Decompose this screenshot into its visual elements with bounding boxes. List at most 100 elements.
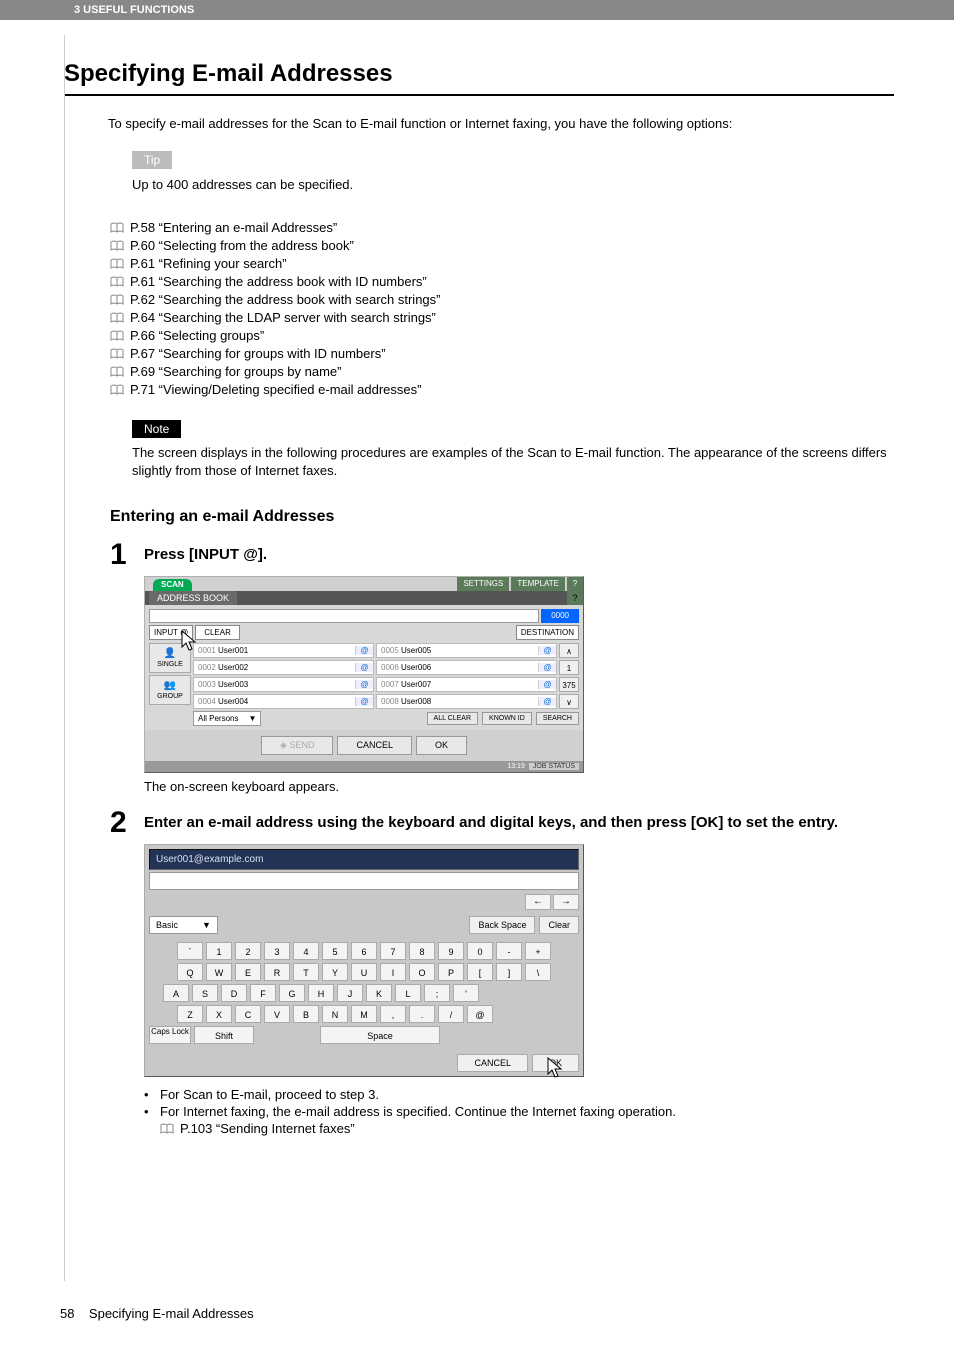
list-item[interactable]: 0007 User007@ — [376, 677, 557, 692]
link-row[interactable]: P.61 “Searching the address book with ID… — [110, 274, 894, 289]
key[interactable]: A — [163, 984, 189, 1002]
basic-dropdown[interactable]: Basic ▼ — [149, 916, 218, 934]
link-row[interactable]: P.67 “Searching for groups with ID numbe… — [110, 346, 894, 361]
key[interactable]: ] — [496, 963, 522, 981]
key[interactable]: 9 — [438, 942, 464, 960]
link-row[interactable]: P.71 “Viewing/Deleting specified e-mail … — [110, 382, 894, 397]
email-input[interactable]: User001@example.com — [149, 849, 579, 870]
nav-right[interactable]: → — [553, 894, 579, 910]
key[interactable]: N — [322, 1005, 348, 1023]
key[interactable]: Q — [177, 963, 203, 981]
key[interactable]: ` — [177, 942, 203, 960]
list-item[interactable]: 0008 User008@ — [376, 694, 557, 709]
key[interactable]: T — [293, 963, 319, 981]
key[interactable]: Y — [322, 963, 348, 981]
key[interactable]: @ — [467, 1005, 493, 1023]
list-item[interactable]: 0005 User005@ — [376, 643, 557, 658]
search-button[interactable]: SEARCH — [536, 712, 579, 725]
nav-left[interactable]: ← — [525, 894, 551, 910]
key[interactable]: 2 — [235, 942, 261, 960]
jobstatus-button[interactable]: JOB STATUS — [529, 763, 579, 770]
key[interactable]: L — [395, 984, 421, 1002]
link-row[interactable]: P.58 “Entering an e-mail Addresses” — [110, 220, 894, 235]
input-at-button[interactable]: INPUT @ — [149, 625, 193, 640]
key[interactable]: O — [409, 963, 435, 981]
destination-button[interactable]: DESTINATION — [516, 625, 579, 640]
send-button[interactable]: ◈ SEND — [261, 736, 333, 755]
single-button[interactable]: 👤 SINGLE — [149, 643, 191, 673]
key[interactable]: I — [380, 963, 406, 981]
list-item[interactable]: 0002 User002@ — [193, 660, 374, 675]
key[interactable]: C — [235, 1005, 261, 1023]
key[interactable]: Z — [177, 1005, 203, 1023]
cancel-button[interactable]: CANCEL — [337, 736, 412, 755]
key[interactable]: J — [337, 984, 363, 1002]
key[interactable]: 7 — [380, 942, 406, 960]
email-icon[interactable]: @ — [538, 680, 556, 689]
email-icon[interactable]: @ — [355, 680, 373, 689]
key[interactable]: M — [351, 1005, 377, 1023]
key[interactable]: S — [192, 984, 218, 1002]
key[interactable]: X — [206, 1005, 232, 1023]
link-row[interactable]: P.66 “Selecting groups” — [110, 328, 894, 343]
search-box[interactable] — [149, 609, 539, 623]
list-item[interactable]: 0006 User006@ — [376, 660, 557, 675]
filter-dropdown[interactable]: All Persons ▼ — [193, 711, 261, 726]
email-icon[interactable]: @ — [355, 663, 373, 672]
help-button[interactable]: ? — [567, 577, 583, 591]
key[interactable]: 5 — [322, 942, 348, 960]
key[interactable]: B — [293, 1005, 319, 1023]
key[interactable]: D — [221, 984, 247, 1002]
key[interactable]: [ — [467, 963, 493, 981]
key[interactable]: + — [525, 942, 551, 960]
key[interactable]: U — [351, 963, 377, 981]
key[interactable]: 4 — [293, 942, 319, 960]
key[interactable]: W — [206, 963, 232, 981]
clear-button[interactable]: CLEAR — [195, 625, 240, 640]
list-item[interactable]: 0001 User001@ — [193, 643, 374, 658]
template-button[interactable]: TEMPLATE — [511, 577, 565, 591]
email-icon[interactable]: @ — [538, 646, 556, 655]
key[interactable]: 6 — [351, 942, 377, 960]
ok-button[interactable]: OK — [416, 736, 467, 755]
key[interactable]: , — [380, 1005, 406, 1023]
capslock-key[interactable]: Caps Lock — [149, 1026, 191, 1044]
knownid-button[interactable]: KNOWN ID — [482, 712, 532, 725]
key[interactable]: E — [235, 963, 261, 981]
key[interactable]: 0 — [467, 942, 493, 960]
key[interactable]: 1 — [206, 942, 232, 960]
key[interactable]: . — [409, 1005, 435, 1023]
link-row[interactable]: P.61 “Refining your search” — [110, 256, 894, 271]
allclear-button[interactable]: ALL CLEAR — [427, 712, 478, 725]
key[interactable]: V — [264, 1005, 290, 1023]
list-item[interactable]: 0004 User004@ — [193, 694, 374, 709]
key[interactable]: P — [438, 963, 464, 981]
settings-button[interactable]: SETTINGS — [457, 577, 509, 591]
clear-button[interactable]: Clear — [539, 916, 579, 934]
scroll-up[interactable]: ∧ — [559, 643, 579, 658]
space-key[interactable]: Space — [320, 1026, 440, 1044]
key[interactable]: G — [279, 984, 305, 1002]
email-icon[interactable]: @ — [355, 697, 373, 706]
kbd-cancel-button[interactable]: CANCEL — [457, 1054, 528, 1072]
link-row[interactable]: P.69 “Searching for groups by name” — [110, 364, 894, 379]
address-book-tab[interactable]: ADDRESS BOOK — [149, 591, 237, 605]
key[interactable]: 8 — [409, 942, 435, 960]
scroll-down[interactable]: ∨ — [559, 694, 579, 709]
group-button[interactable]: 👥 GROUP — [149, 675, 191, 705]
key[interactable]: R — [264, 963, 290, 981]
list-item[interactable]: 0003 User003@ — [193, 677, 374, 692]
key[interactable]: K — [366, 984, 392, 1002]
email-icon[interactable]: @ — [355, 646, 373, 655]
email-icon[interactable]: @ — [538, 697, 556, 706]
shift-key[interactable]: Shift — [194, 1026, 254, 1044]
help-button-2[interactable]: ? — [567, 591, 583, 605]
key[interactable]: ; — [424, 984, 450, 1002]
link-row[interactable]: P.62 “Searching the address book with se… — [110, 292, 894, 307]
key[interactable]: - — [496, 942, 522, 960]
email-icon[interactable]: @ — [538, 663, 556, 672]
key[interactable]: F — [250, 984, 276, 1002]
link-row[interactable]: P.60 “Selecting from the address book” — [110, 238, 894, 253]
backspace-button[interactable]: Back Space — [469, 916, 535, 934]
key[interactable]: / — [438, 1005, 464, 1023]
